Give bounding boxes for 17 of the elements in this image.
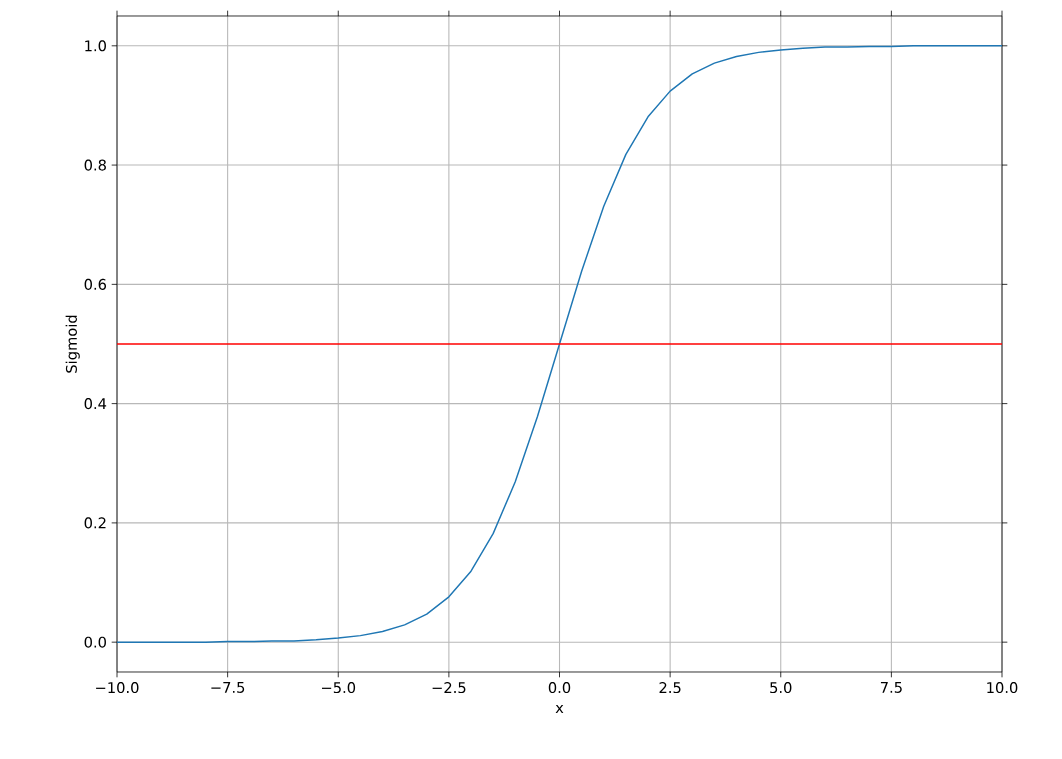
- y-tick-label: 0.0: [84, 636, 106, 648]
- x-axis-title: x: [555, 704, 564, 713]
- x-tick-label: −10.0: [96, 682, 139, 694]
- y-tick-label: 0.6: [84, 278, 107, 290]
- x-tick-label: 7.5: [880, 682, 902, 693]
- y-tick-label: 0.4: [84, 398, 107, 410]
- x-tick-label: 2.5: [659, 682, 681, 694]
- x-tick-label: −7.5: [211, 682, 245, 693]
- x-tick-label: 10.0: [987, 682, 1018, 694]
- x-tick-label: 0.0: [548, 682, 571, 694]
- y-tick-label: 1.0: [85, 40, 106, 52]
- x-tick-label: 5.0: [770, 682, 792, 694]
- x-tick-label: −2.5: [432, 682, 466, 694]
- y-tick-label: 0.2: [84, 517, 106, 529]
- x-tick-label: −5.0: [322, 682, 356, 694]
- y-axis-title: Sigmoid: [65, 315, 80, 373]
- y-tick-label: 0.8: [84, 159, 106, 171]
